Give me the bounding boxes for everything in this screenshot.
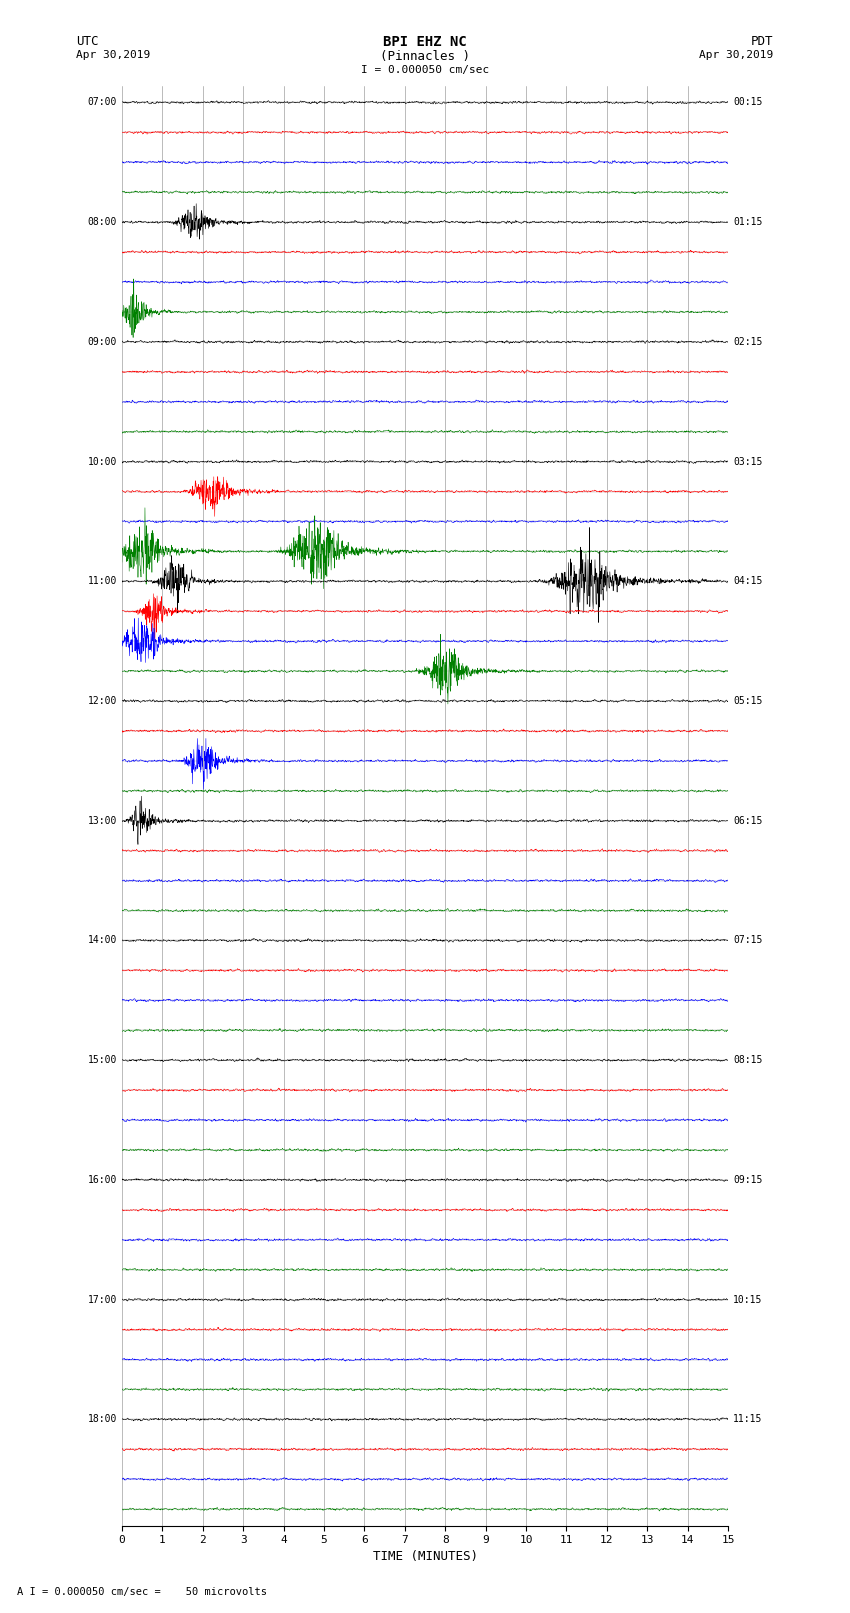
Text: 03:15: 03:15: [733, 456, 762, 466]
X-axis label: TIME (MINUTES): TIME (MINUTES): [372, 1550, 478, 1563]
Text: 07:00: 07:00: [88, 97, 117, 108]
Text: A I = 0.000050 cm/sec =    50 microvolts: A I = 0.000050 cm/sec = 50 microvolts: [17, 1587, 267, 1597]
Text: 08:15: 08:15: [733, 1055, 762, 1065]
Text: 09:00: 09:00: [88, 337, 117, 347]
Text: 14:00: 14:00: [88, 936, 117, 945]
Text: 17:00: 17:00: [88, 1295, 117, 1305]
Text: 16:00: 16:00: [88, 1174, 117, 1186]
Text: I = 0.000050 cm/sec: I = 0.000050 cm/sec: [361, 65, 489, 74]
Text: 15:00: 15:00: [88, 1055, 117, 1065]
Text: 11:00: 11:00: [88, 576, 117, 586]
Text: 00:15: 00:15: [733, 97, 762, 108]
Text: 06:15: 06:15: [733, 816, 762, 826]
Text: PDT: PDT: [751, 35, 774, 48]
Text: 07:15: 07:15: [733, 936, 762, 945]
Text: Apr 30,2019: Apr 30,2019: [700, 50, 774, 60]
Text: 11:15: 11:15: [733, 1415, 762, 1424]
Text: 13:00: 13:00: [88, 816, 117, 826]
Text: 08:00: 08:00: [88, 218, 117, 227]
Text: 04:15: 04:15: [733, 576, 762, 586]
Text: 10:00: 10:00: [88, 456, 117, 466]
Text: 01:15: 01:15: [733, 218, 762, 227]
Text: 18:00: 18:00: [88, 1415, 117, 1424]
Text: BPI EHZ NC: BPI EHZ NC: [383, 35, 467, 50]
Text: (Pinnacles ): (Pinnacles ): [380, 50, 470, 63]
Text: 09:15: 09:15: [733, 1174, 762, 1186]
Text: Apr 30,2019: Apr 30,2019: [76, 50, 150, 60]
Text: 12:00: 12:00: [88, 697, 117, 706]
Text: 05:15: 05:15: [733, 697, 762, 706]
Text: 10:15: 10:15: [733, 1295, 762, 1305]
Text: 02:15: 02:15: [733, 337, 762, 347]
Text: UTC: UTC: [76, 35, 99, 48]
